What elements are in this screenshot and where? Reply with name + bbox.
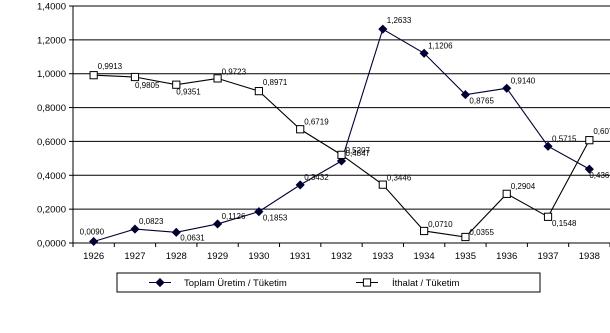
square-marker [585,136,594,145]
data-label: 0,2904 [511,182,536,191]
data-label: 0,9805 [135,81,160,90]
square-marker [362,278,372,287]
data-label: 0,4847 [346,149,371,158]
square-marker [89,71,98,80]
x-tick-label: 1931 [290,251,311,262]
x-tick-label: 1930 [248,251,269,262]
data-label: 0,436 [589,171,610,180]
x-tick-label: 1927 [124,251,145,262]
y-tick-label: 0,2000 [37,205,66,216]
data-labels: 0,0090 0,0823 0,0631 0,1126 0,1853 0,3432 0,48… [80,16,610,242]
diamond-marker [460,90,470,100]
x-tick-label: 1936 [496,251,517,262]
legend-label: İthalat / Tüketim [392,278,459,289]
diamond-marker [130,224,140,234]
diamond-marker [584,164,594,174]
square-marker [130,72,140,82]
data-label: 0,0631 [180,233,205,242]
y-tick-label: 0,8000 [37,103,66,114]
legend: Toplam Üretim / Tüketim İthalat / Tüketim [116,272,541,293]
legend-box [116,272,541,293]
square-marker [461,232,470,242]
data-label: 0,0355 [469,228,494,237]
x-tick-label: 1938 [579,251,600,262]
data-label: 0,5715 [552,134,577,143]
data-label: 0,6719 [304,117,329,126]
data-label: 0,0710 [428,220,453,229]
data-label: 0,9351 [176,88,201,97]
data-label: 0,5207 [346,146,371,155]
data-label: 0,9723 [222,67,247,76]
square-marker [337,150,346,159]
y-tick-label: 0,6000 [37,137,66,148]
x-tick-label: 1926 [83,251,104,262]
square-marker [502,189,511,198]
diamond-marker [89,236,99,247]
diamond-marker [543,141,553,151]
y-tick-label: 0,4000 [37,171,66,182]
square-marker [378,180,387,189]
series-layer [89,24,594,247]
x-tick-label: 1937 [537,251,558,262]
axes: 0,0000 0,2000 0,4000 0,6000 0,8000 1,0000 1,20… [37,2,610,262]
data-label: 0,607 [593,127,610,136]
data-label: 0,9140 [511,76,536,85]
square-marker [420,226,429,236]
y-tick-label: 1,4000 [37,2,66,13]
data-label: 0,1548 [552,219,577,228]
data-label: 0,8971 [263,78,288,87]
data-label: 0,8765 [469,97,494,106]
x-tick-label: 1933 [372,251,393,262]
y-tick-label: 1,0000 [37,69,66,80]
data-label: 0,1853 [263,214,288,223]
diamond-marker [419,48,429,58]
square-marker [213,74,222,83]
diamond-marker [155,277,165,288]
diamond-marker [502,83,512,93]
grid-lines [73,5,610,244]
diamond-marker [378,24,388,34]
diamond-marker [213,219,223,229]
data-label: 0,0090 [80,227,105,236]
data-label: 0,3446 [387,174,412,183]
square-marker [254,87,263,96]
x-tick-label: 1929 [207,251,228,262]
x-tick-label: 1932 [331,251,352,262]
legend-label: Toplam Üretim / Tüketim [184,278,287,289]
data-label: 1,2633 [387,16,412,25]
x-tick-label: 1928 [166,251,187,262]
data-label: 0,3432 [304,173,329,182]
data-label: 0,0823 [139,217,164,226]
diamond-marker [254,207,264,217]
square-marker [543,212,553,221]
data-label: 0,1126 [222,212,246,221]
data-label: 1,1206 [428,41,453,50]
square-marker [296,125,305,134]
diamond-marker [295,180,305,190]
y-tick-label: 1,2000 [37,35,66,46]
x-tick-label: 1934 [414,251,435,262]
y-tick-label: 0,0000 [37,239,66,250]
data-label: 0,9913 [98,62,123,71]
x-tick-label: 1935 [455,251,476,262]
square-marker [172,80,181,89]
diamond-marker [171,227,181,237]
